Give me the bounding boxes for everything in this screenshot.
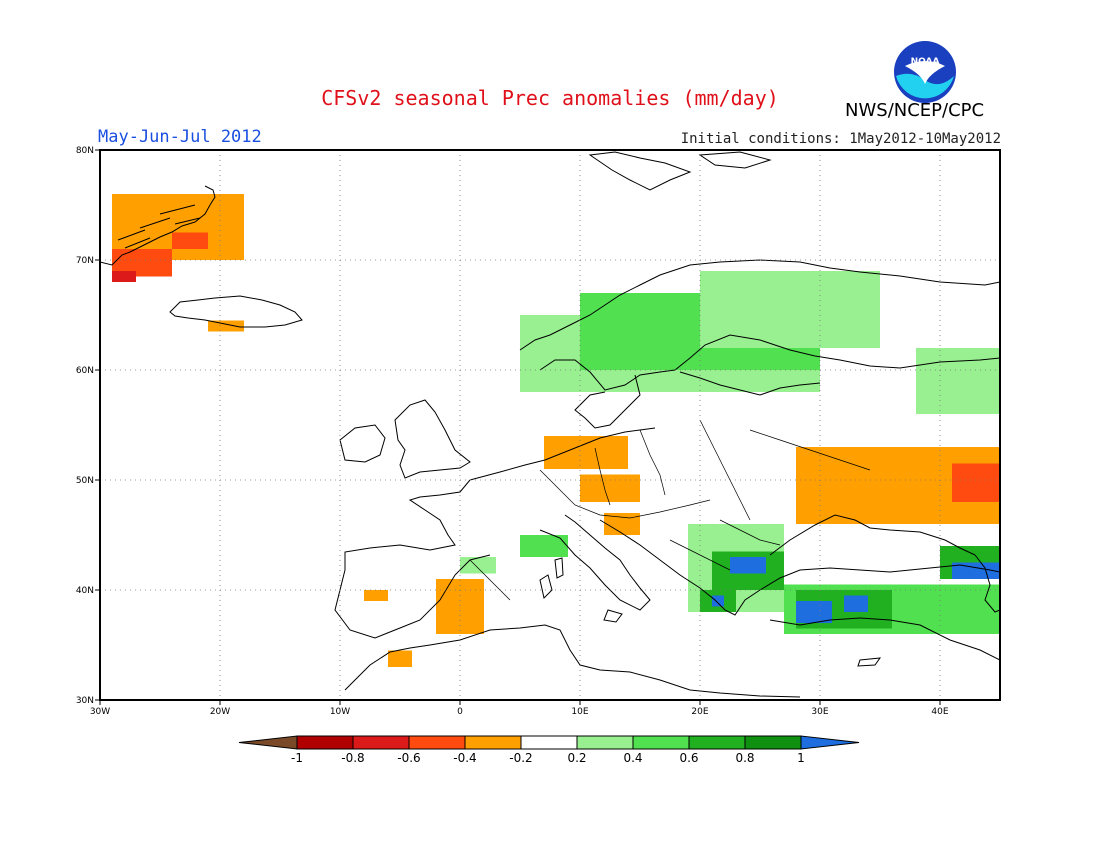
colorbar-segment: [520, 735, 578, 750]
lon-tick-label: 0: [457, 707, 463, 717]
anomaly-cell: [844, 595, 868, 612]
coastline-western-europe: [469, 427, 656, 481]
border-segment: [719, 519, 781, 546]
lon-tick-label: 10E: [571, 707, 588, 717]
noaa-logo-text: NOAA: [911, 57, 940, 67]
forecast-period: May-Jun-Jul 2012: [98, 127, 262, 147]
lat-tick-label: 30N: [76, 696, 94, 706]
colorbar-label: 1: [797, 751, 805, 765]
anomaly-fills: [112, 194, 1000, 667]
coastline-islands: [539, 557, 882, 667]
colorbar-segment: [688, 735, 746, 750]
anomaly-cell: [436, 579, 484, 634]
colorbar-arrow-low: [238, 735, 298, 750]
coastline-france-iberia: [334, 479, 491, 639]
colorbar-arrow-high: [800, 735, 860, 750]
coastline-adriatic-greece: [599, 519, 761, 616]
coastline-great-britain: [394, 399, 471, 479]
lon-tick-label: 20E: [691, 707, 708, 717]
anomaly-cell: [952, 463, 1000, 502]
coastline-norway: [519, 259, 1000, 351]
coastline-ireland: [339, 424, 386, 463]
coastline-svalbard: [588, 151, 772, 191]
anomaly-cell: [580, 474, 640, 502]
lat-tick-label: 60N: [76, 366, 94, 376]
border-segment: [749, 429, 871, 471]
colorbar-segment: [408, 735, 466, 750]
anomaly-cell: [544, 436, 628, 469]
map-grid: [100, 150, 1000, 700]
lon-tick-label: 10W: [330, 707, 350, 717]
lat-tick-label: 40N: [76, 586, 94, 596]
colorbar-segment: [632, 735, 690, 750]
coastline-black-sea: [769, 514, 976, 556]
border-segment: [699, 419, 751, 521]
coastline-baltic: [574, 374, 641, 429]
border-segment: [539, 469, 711, 519]
anomaly-cell: [520, 535, 568, 557]
border-segment: [594, 447, 611, 506]
anomaly-cell: [730, 557, 766, 574]
anomaly-cell: [916, 348, 1000, 414]
colorbar-label: -0.4: [453, 751, 476, 765]
anomaly-cell: [604, 513, 640, 535]
initial-conditions: Initial conditions: 1May2012-10May2012: [680, 131, 1001, 147]
colorbar-segment: [464, 735, 522, 750]
lon-tick-label: 30E: [811, 707, 828, 717]
anomaly-cell: [112, 271, 136, 282]
colorbar-label: 0.2: [567, 751, 586, 765]
colorbar-segment: [744, 735, 802, 750]
border-segment: [469, 559, 511, 601]
coastline-caspian: [974, 554, 1000, 613]
coastline-scandinavia: [539, 334, 1000, 391]
coastline-north-africa: [344, 624, 801, 698]
coastline-iceland: [169, 295, 303, 328]
noaa-logo: NOAA: [894, 41, 956, 103]
anomaly-cell: [208, 320, 244, 332]
colorbar-label: -1: [291, 751, 303, 765]
lat-tick-label: 80N: [76, 146, 94, 156]
colorbar-segment: [576, 735, 634, 750]
anomaly-cell: [952, 562, 1000, 579]
lon-tick-label: 20W: [210, 707, 230, 717]
colorbar-label: 0.8: [735, 751, 754, 765]
map-frame: [99, 149, 1001, 701]
coastline-turkey-south: [769, 617, 1000, 661]
colorbar: -1 -0.8 -0.6 -0.4 -0.2 0.2 0.4 0.6 0.8 1: [238, 735, 860, 765]
agency-label: NWS/NCEP/CPC: [845, 100, 985, 121]
coastline-greenland: [100, 185, 216, 266]
coastline-italy: [539, 514, 651, 611]
lat-tick-label: 50N: [76, 476, 94, 486]
anomaly-cell: [172, 232, 208, 249]
coastline-baltic-east: [679, 371, 821, 396]
coastline-turkey: [759, 564, 1000, 591]
anomaly-cell: [388, 650, 412, 667]
colorbar-label: -0.8: [341, 751, 364, 765]
chart-title: CFSv2 seasonal Prec anomalies (mm/day): [321, 86, 779, 110]
lat-tick-label: 70N: [76, 256, 94, 266]
colorbar-label: 0.4: [623, 751, 642, 765]
lon-tick-label: 40E: [931, 707, 948, 717]
border-segment: [639, 429, 666, 496]
colorbar-label: 0.6: [679, 751, 698, 765]
colorbar-label: -0.2: [509, 751, 532, 765]
anomaly-cell: [796, 601, 832, 623]
anomaly-cell: [712, 595, 724, 607]
anomaly-cell: [364, 590, 388, 601]
lon-tick-label: 30W: [90, 707, 110, 717]
colorbar-segment: [296, 735, 354, 750]
map-axes: 30W 20W 10W 0 10E 20E 30E 40E 30N 40N 50N 60N 70N 80N: [76, 146, 949, 717]
coastline-greenland-fjords: [117, 204, 201, 249]
coastlines: [100, 151, 1000, 698]
colorbar-segment: [352, 735, 410, 750]
colorbar-label: -0.6: [397, 751, 420, 765]
